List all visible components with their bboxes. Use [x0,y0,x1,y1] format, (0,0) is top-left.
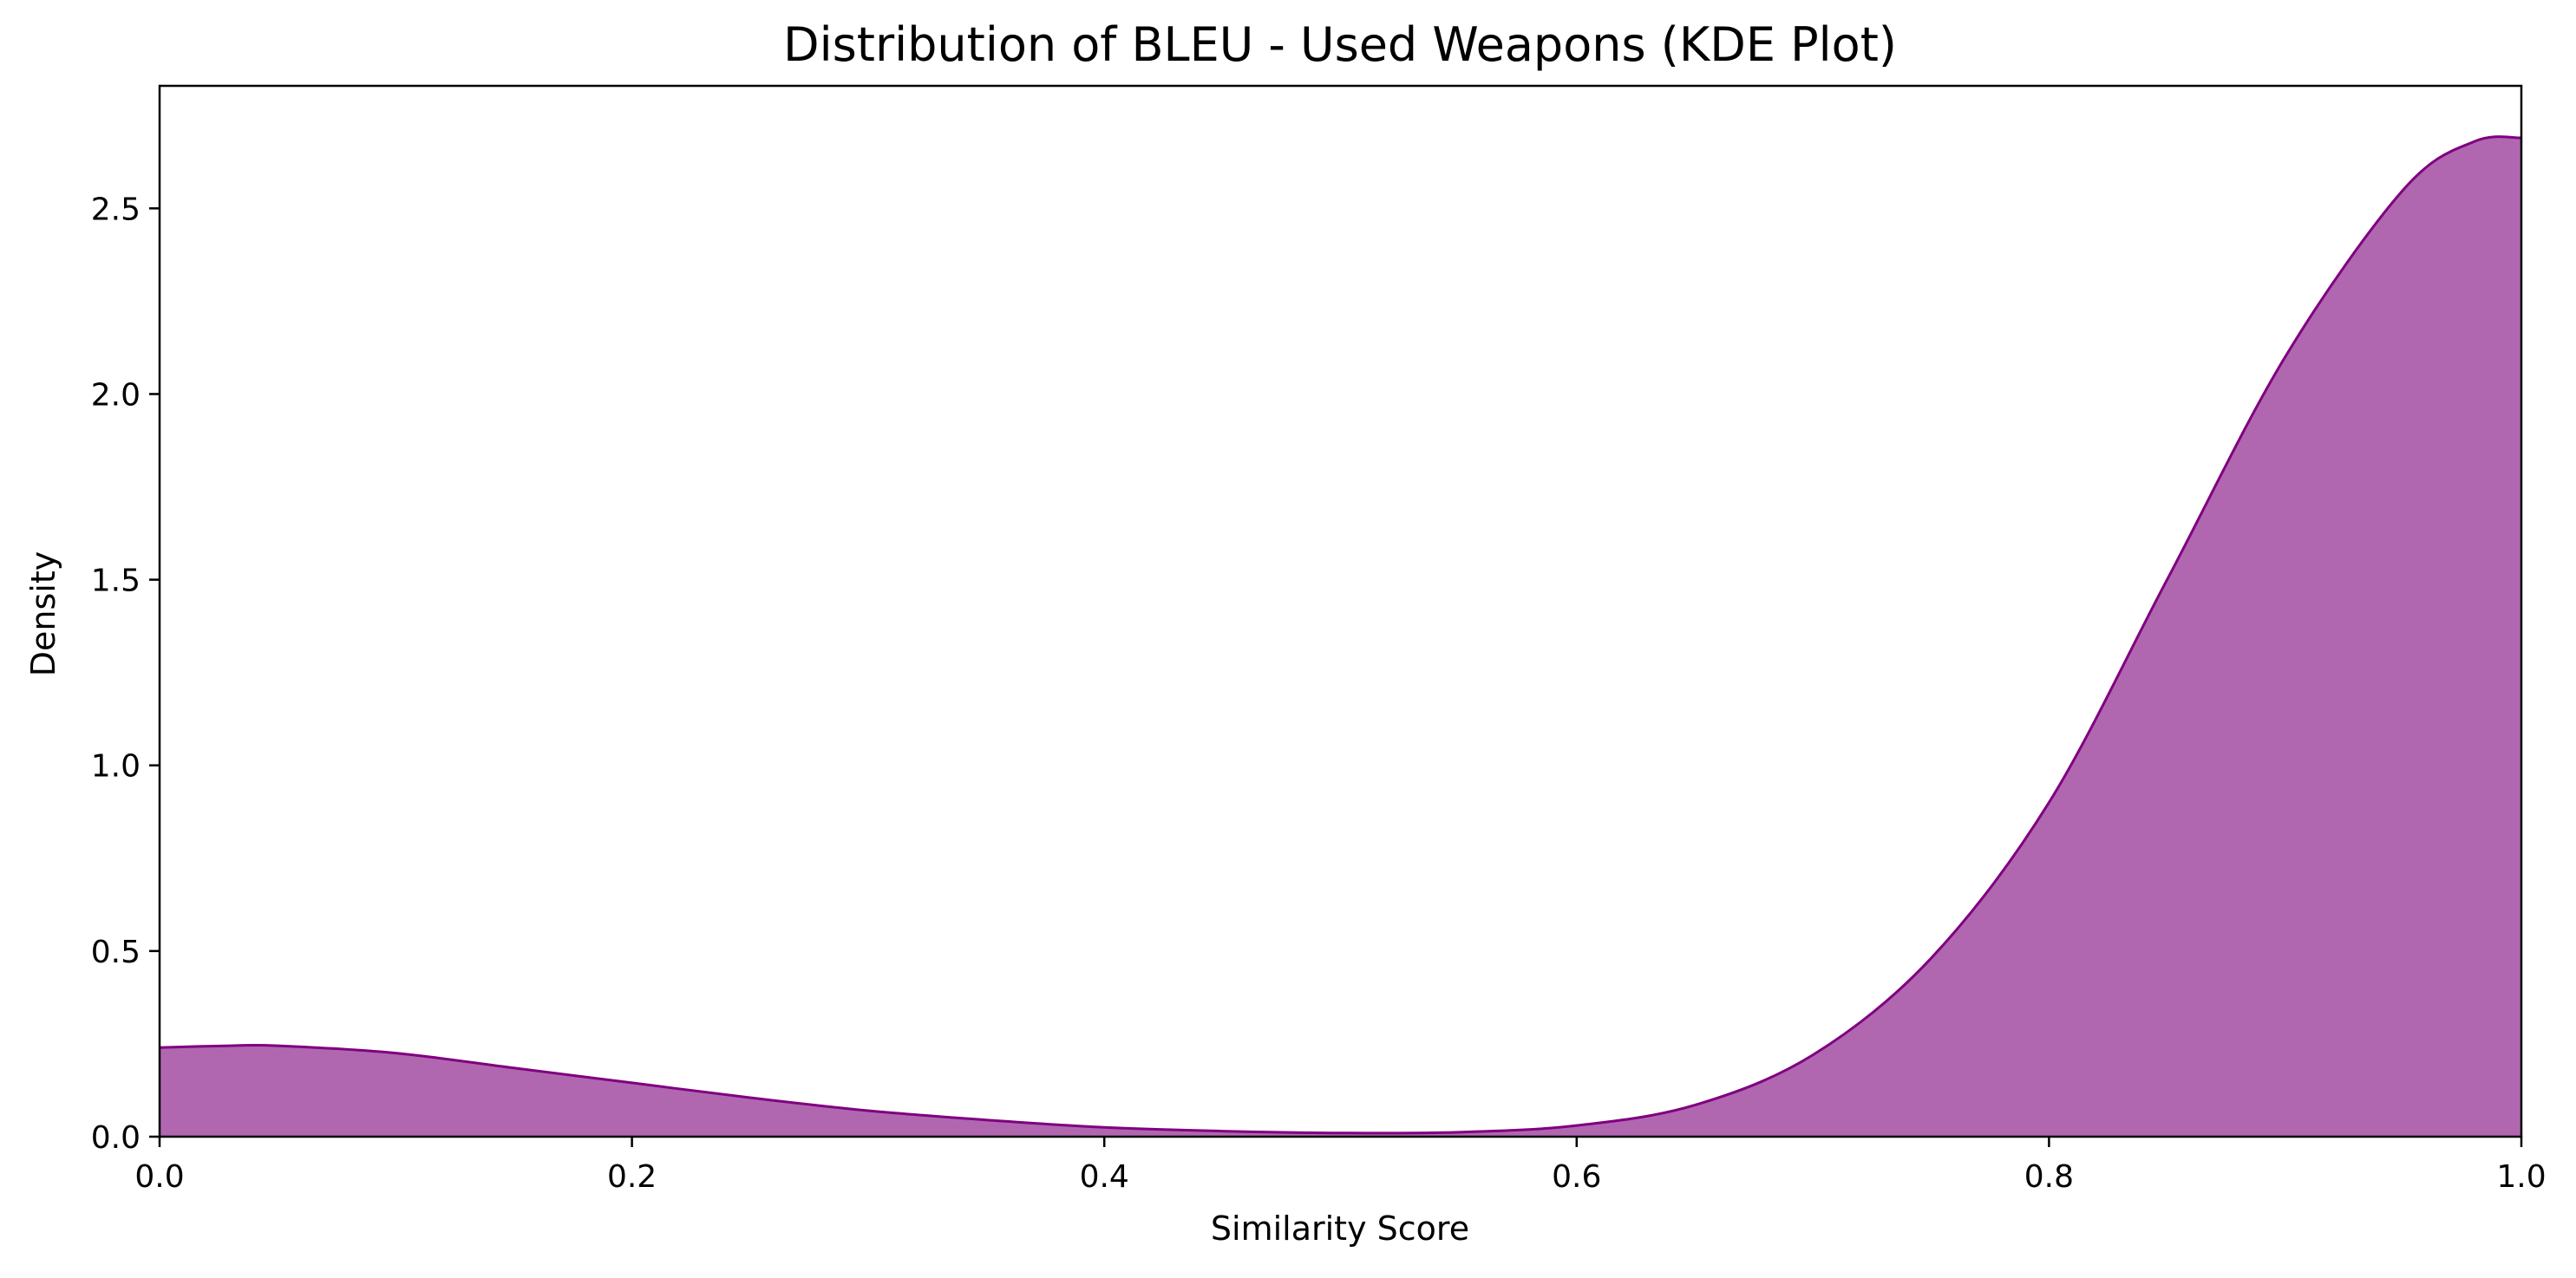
x-axis: 0.0 0.2 0.4 0.6 0.8 1.0 [134,1137,2547,1195]
chart-title: Distribution of BLEU - Used Weapons (KDE… [783,17,1897,72]
y-tick-label: 2.5 [91,192,141,227]
x-tick-label: 1.0 [2496,1159,2546,1195]
y-tick-label: 0.0 [91,1120,141,1156]
x-tick-label: 0.4 [1080,1159,1129,1195]
x-tick-label: 0.0 [134,1159,184,1195]
y-tick-label: 2.0 [91,377,141,413]
x-tick-label: 0.8 [2024,1159,2074,1195]
x-tick-label: 0.6 [1552,1159,1601,1195]
axes-frame [158,84,2523,1138]
y-axis-label: Density [24,551,62,676]
kde-curve-line [159,135,2522,1135]
x-axis-label: Similarity Score [1211,1210,1469,1248]
kde-area-fill [160,136,2521,1137]
y-axis: 0.0 0.5 1.0 1.5 2.0 2.5 [91,192,160,1156]
y-tick-label: 1.5 [91,564,141,599]
plot-area [159,135,2522,1137]
x-tick-label: 0.2 [607,1159,657,1195]
y-tick-label: 0.5 [91,935,141,970]
y-tick-label: 1.0 [91,749,141,785]
